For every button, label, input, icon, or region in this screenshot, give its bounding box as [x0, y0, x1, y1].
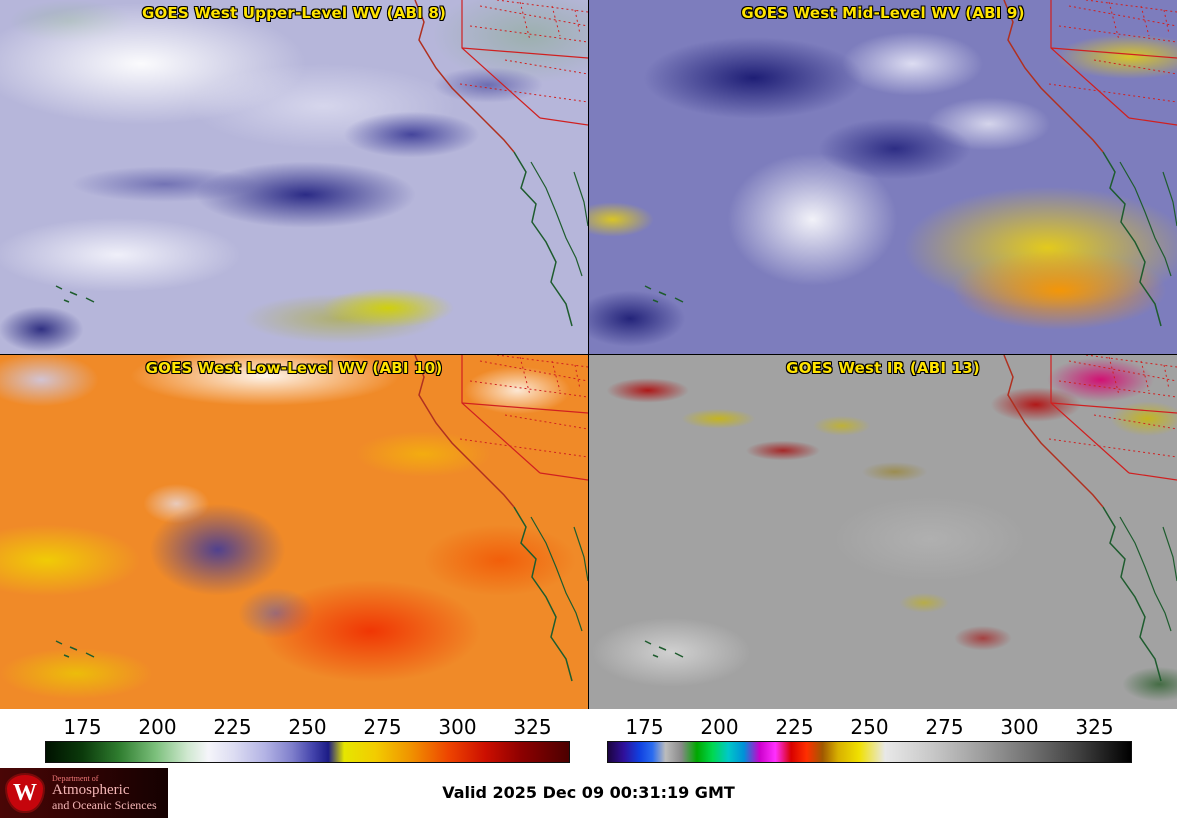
aos-department-logo[interactable]: W Department of Atmospheric and Oceanic …	[0, 768, 168, 818]
panel-ir[interactable]: GOES West IR (ABI 13)	[589, 355, 1177, 709]
tick-label: 275	[925, 715, 964, 739]
uw-crest-icon: W	[5, 773, 45, 813]
ir-colorbar	[607, 741, 1132, 763]
tick-label: 225	[775, 715, 814, 739]
panel-low-level-wv[interactable]: GOES West Low-Level WV (ABI 10)	[0, 355, 588, 709]
map-boundaries-overlay	[589, 355, 1177, 709]
tick-label: 250	[850, 715, 889, 739]
tick-label: 175	[63, 715, 102, 739]
valid-time: Valid 2025 Dec 09 00:31:19 GMT	[442, 783, 735, 802]
footer: W Department of Atmospheric and Oceanic …	[0, 768, 1177, 820]
tick-label: 225	[213, 715, 252, 739]
tick-label: 200	[700, 715, 739, 739]
tick-label: 300	[438, 715, 477, 739]
panel-title-low-wv: GOES West Low-Level WV (ABI 10)	[145, 359, 443, 377]
tick-label: 200	[138, 715, 177, 739]
map-boundaries-overlay	[0, 355, 588, 709]
panel-title-ir: GOES West IR (ABI 13)	[786, 359, 980, 377]
wv-colorbar	[45, 741, 570, 763]
tick-label: 250	[288, 715, 327, 739]
tick-label: 275	[363, 715, 402, 739]
logo-name-line1: Atmospheric	[52, 782, 130, 799]
colorbar-legend: 175 200 225 250 275 300 325 175 200 225 …	[0, 709, 1177, 768]
logo-name-line2: and Oceanic Sciences	[52, 797, 157, 812]
map-boundaries-overlay	[0, 0, 588, 354]
crest-letter: W	[13, 779, 37, 806]
logo-dept-line: Department of	[52, 773, 99, 783]
panel-title-mid-wv: GOES West Mid-Level WV (ABI 9)	[741, 4, 1025, 22]
tick-label: 175	[625, 715, 664, 739]
panel-mid-level-wv[interactable]: GOES West Mid-Level WV (ABI 9)	[589, 0, 1177, 354]
tick-label: 325	[513, 715, 552, 739]
logo-text: Department of Atmospheric and Oceanic Sc…	[52, 773, 157, 812]
ir-colorbar-ticks: 175 200 225 250 275 300 325	[607, 713, 1132, 741]
panel-upper-level-wv[interactable]: GOES West Upper-Level WV (ABI 8)	[0, 0, 588, 354]
map-boundaries-overlay	[589, 0, 1177, 354]
panel-title-upper-wv: GOES West Upper-Level WV (ABI 8)	[141, 4, 447, 22]
wv-colorbar-ticks: 175 200 225 250 275 300 325	[45, 713, 570, 741]
satellite-grid: GOES West Upper-Level WV (ABI 8) GOES We…	[0, 0, 1177, 709]
tick-label: 325	[1075, 715, 1114, 739]
tick-label: 300	[1000, 715, 1039, 739]
ir-colorbar-group: 175 200 225 250 275 300 325	[607, 713, 1132, 763]
wv-colorbar-group: 175 200 225 250 275 300 325	[45, 713, 570, 763]
